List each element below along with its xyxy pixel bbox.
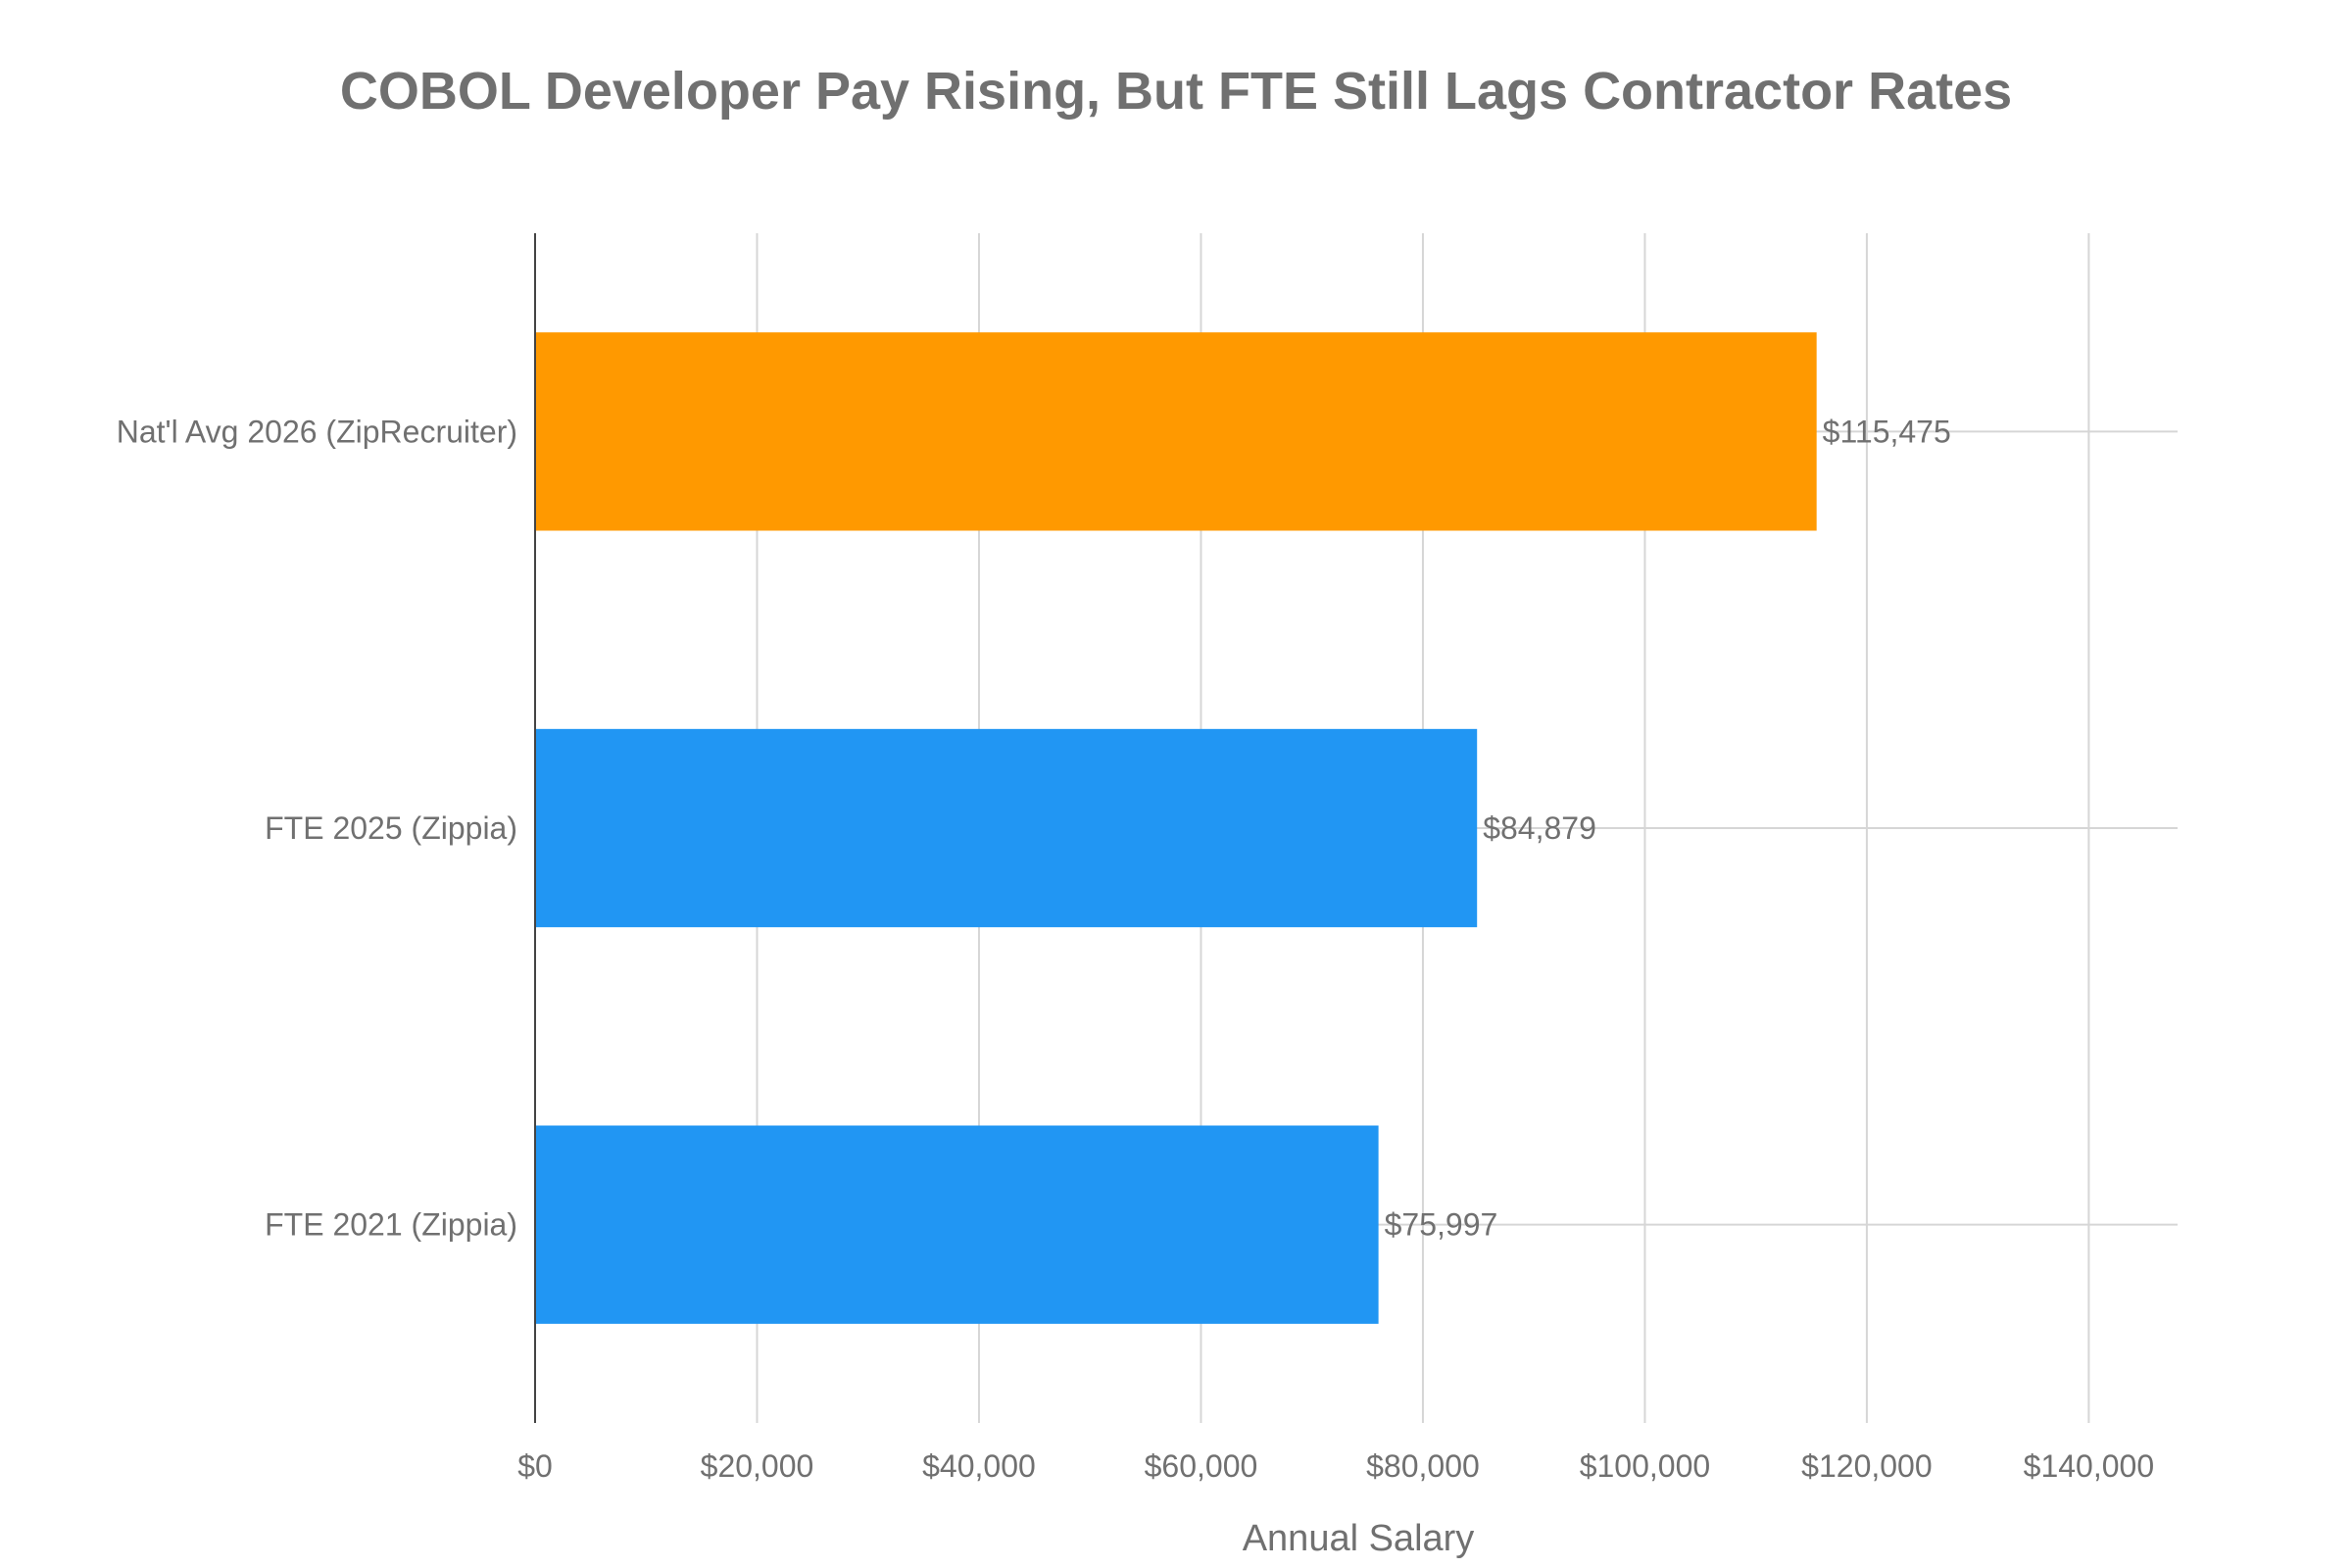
data-label: $115,475 bbox=[1823, 414, 1951, 449]
bars bbox=[535, 332, 1817, 1324]
category-label: Nat'l Avg 2026 (ZipRecruiter) bbox=[117, 414, 517, 449]
x-tick-label: $40,000 bbox=[922, 1448, 1036, 1484]
category-labels: Nat'l Avg 2026 (ZipRecruiter) FTE 2025 (Z… bbox=[117, 414, 517, 1242]
x-tick-label: $0 bbox=[517, 1448, 553, 1484]
x-tick-label: $100,000 bbox=[1580, 1448, 1710, 1484]
category-label: FTE 2025 (Zippia) bbox=[265, 810, 517, 846]
bar bbox=[535, 1125, 1379, 1324]
x-axis-title: Annual Salary bbox=[1243, 1518, 1475, 1559]
chart-title: COBOL Developer Pay Rising, But FTE Stil… bbox=[339, 62, 2013, 121]
data-labels: $115,475 $84,879 $75,997 bbox=[1385, 414, 1951, 1242]
bar bbox=[535, 332, 1817, 531]
data-label: $75,997 bbox=[1385, 1207, 1498, 1243]
category-label: FTE 2021 (Zippia) bbox=[265, 1207, 517, 1243]
x-tick-label: $80,000 bbox=[1366, 1448, 1480, 1484]
x-tick-label: $120,000 bbox=[1801, 1448, 1932, 1484]
x-tick-label: $20,000 bbox=[701, 1448, 814, 1484]
x-tick-label: $60,000 bbox=[1145, 1448, 1258, 1484]
x-tick-label: $140,000 bbox=[2024, 1448, 2154, 1484]
bar bbox=[535, 728, 1478, 928]
data-label: $84,879 bbox=[1483, 810, 1596, 846]
x-tick-labels: $0 $20,000 $40,000 $60,000 $80,000 $100,000 $1… bbox=[517, 1448, 2154, 1484]
